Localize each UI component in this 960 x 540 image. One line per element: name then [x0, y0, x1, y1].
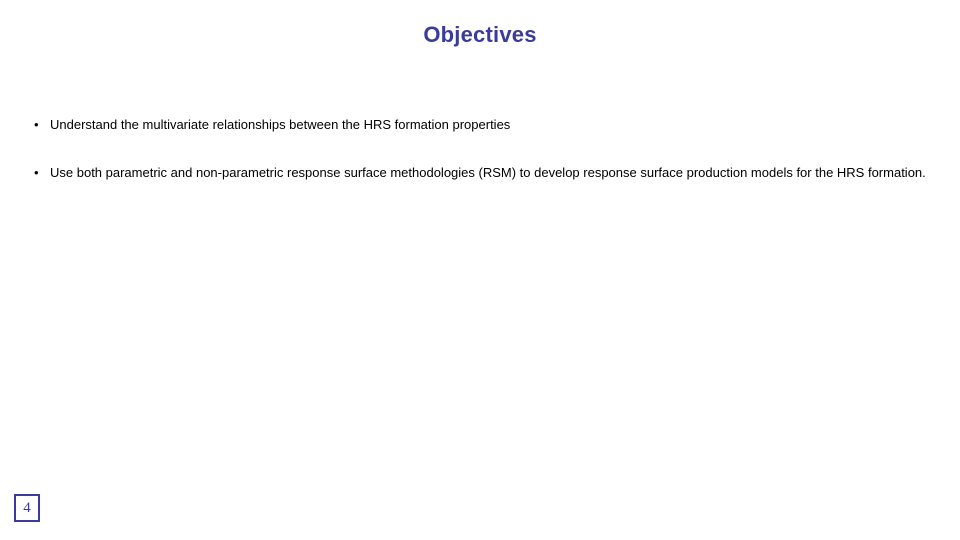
bullet-list: Understand the multivariate relationship…	[28, 108, 932, 190]
slide: Objectives Understand the multivariate r…	[0, 0, 960, 540]
slide-title: Objectives	[0, 22, 960, 48]
slide-body: Understand the multivariate relationship…	[28, 108, 932, 204]
bullet-item: Understand the multivariate relationship…	[28, 108, 932, 142]
page-number-box: 4	[14, 494, 40, 522]
bullet-item: Use both parametric and non-parametric r…	[28, 156, 932, 190]
page-number-text: 4	[23, 500, 31, 517]
